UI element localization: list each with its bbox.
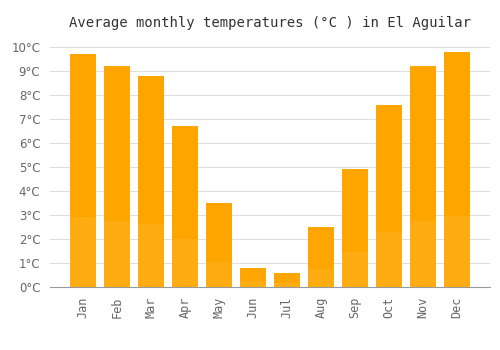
Bar bbox=[410, 221, 436, 287]
Bar bbox=[274, 273, 300, 287]
Bar bbox=[104, 66, 130, 287]
Bar bbox=[138, 76, 164, 287]
Bar bbox=[206, 262, 232, 287]
Bar bbox=[444, 216, 470, 287]
Bar bbox=[206, 203, 232, 287]
Bar bbox=[274, 273, 300, 287]
Bar bbox=[308, 269, 334, 287]
Bar bbox=[444, 52, 470, 287]
Bar bbox=[138, 76, 164, 287]
Bar bbox=[240, 281, 266, 287]
Bar bbox=[70, 54, 96, 287]
Bar bbox=[206, 203, 232, 287]
Bar bbox=[410, 66, 436, 287]
Bar bbox=[410, 66, 436, 287]
Bar bbox=[376, 105, 402, 287]
Bar bbox=[240, 268, 266, 287]
Bar bbox=[240, 268, 266, 287]
Bar bbox=[70, 54, 96, 287]
Bar bbox=[342, 252, 368, 287]
Bar bbox=[342, 169, 368, 287]
Bar bbox=[172, 239, 198, 287]
Bar bbox=[172, 126, 198, 287]
Bar bbox=[70, 217, 96, 287]
Bar bbox=[376, 232, 402, 287]
Bar bbox=[342, 169, 368, 287]
Bar bbox=[376, 105, 402, 287]
Bar bbox=[308, 227, 334, 287]
Bar bbox=[172, 126, 198, 287]
Title: Average monthly temperatures (°C ) in El Aguilar: Average monthly temperatures (°C ) in El… bbox=[69, 16, 471, 30]
Bar bbox=[104, 66, 130, 287]
Bar bbox=[308, 227, 334, 287]
Bar bbox=[138, 224, 164, 287]
Bar bbox=[274, 283, 300, 287]
Bar bbox=[444, 52, 470, 287]
Bar bbox=[104, 221, 130, 287]
